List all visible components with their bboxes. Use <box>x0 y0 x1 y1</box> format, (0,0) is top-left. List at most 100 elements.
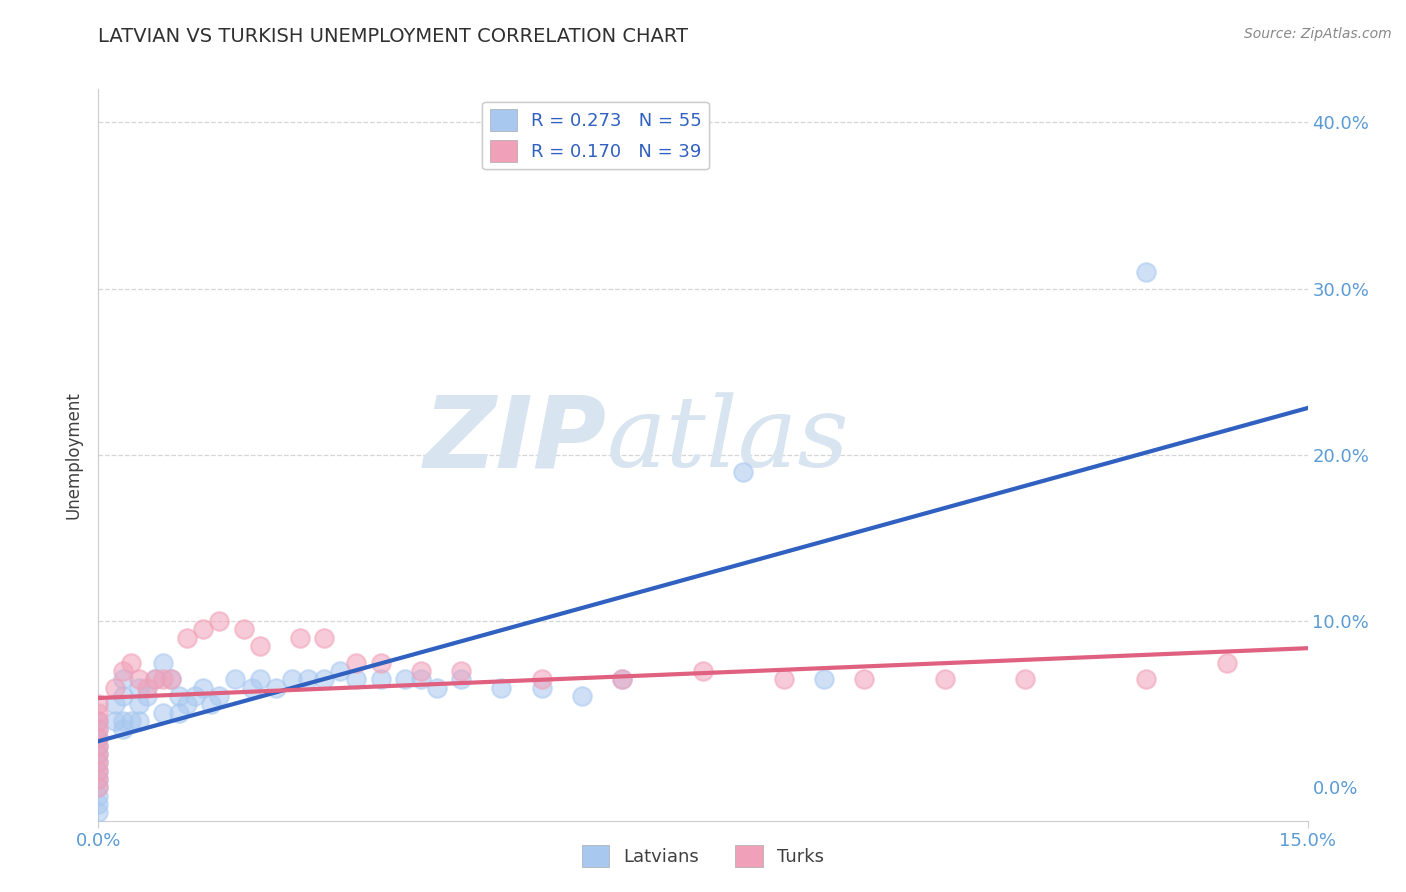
Point <box>772 673 794 687</box>
Point <box>120 714 142 728</box>
Point <box>87 739 110 753</box>
Point <box>87 780 110 795</box>
Point <box>111 723 134 737</box>
Point <box>152 673 174 687</box>
Point <box>143 673 166 687</box>
Point <box>224 673 246 687</box>
Point <box>344 673 367 687</box>
Point <box>232 623 254 637</box>
Point <box>87 714 110 728</box>
Point <box>1135 673 1157 687</box>
Legend: R = 0.273   N = 55, R = 0.170   N = 39: R = 0.273 N = 55, R = 0.170 N = 39 <box>482 102 709 169</box>
Point <box>314 631 336 645</box>
Point <box>103 681 125 695</box>
Point <box>87 764 110 778</box>
Point <box>87 698 110 712</box>
Point <box>87 731 110 745</box>
Y-axis label: Unemployment: Unemployment <box>65 391 83 519</box>
Point <box>176 698 198 712</box>
Point <box>111 664 134 678</box>
Point <box>103 714 125 728</box>
Point <box>571 689 593 703</box>
Point <box>733 465 755 479</box>
Point <box>176 631 198 645</box>
Point <box>692 664 714 678</box>
Point <box>152 656 174 670</box>
Point <box>87 714 110 728</box>
Point <box>394 673 416 687</box>
Point <box>409 673 432 687</box>
Point <box>450 664 472 678</box>
Point <box>314 673 336 687</box>
Legend: Latvians, Turks: Latvians, Turks <box>575 838 831 874</box>
Point <box>193 623 215 637</box>
Point <box>87 723 110 737</box>
Point <box>184 689 207 703</box>
Point <box>111 714 134 728</box>
Point <box>87 772 110 786</box>
Point <box>1014 673 1036 687</box>
Point <box>87 756 110 770</box>
Point <box>111 673 134 687</box>
Point <box>297 673 319 687</box>
Point <box>329 664 352 678</box>
Point <box>853 673 876 687</box>
Point <box>87 805 110 820</box>
Point <box>160 673 183 687</box>
Point <box>288 631 311 645</box>
Point <box>87 723 110 737</box>
Point <box>87 739 110 753</box>
Point <box>240 681 263 695</box>
Point <box>344 656 367 670</box>
Text: LATVIAN VS TURKISH UNEMPLOYMENT CORRELATION CHART: LATVIAN VS TURKISH UNEMPLOYMENT CORRELAT… <box>98 27 689 45</box>
Text: Source: ZipAtlas.com: Source: ZipAtlas.com <box>1244 27 1392 41</box>
Point <box>87 747 110 761</box>
Point <box>281 673 304 687</box>
Point <box>409 664 432 678</box>
Point <box>450 673 472 687</box>
Point <box>934 673 956 687</box>
Point <box>1135 265 1157 279</box>
Point <box>87 764 110 778</box>
Point <box>370 673 392 687</box>
Point <box>612 673 634 687</box>
Point <box>426 681 449 695</box>
Point <box>152 706 174 720</box>
Point <box>111 689 134 703</box>
Point <box>87 772 110 786</box>
Point <box>128 681 150 695</box>
Text: atlas: atlas <box>606 392 849 488</box>
Point <box>87 780 110 795</box>
Point <box>87 747 110 761</box>
Point <box>370 656 392 670</box>
Point <box>135 681 157 695</box>
Point <box>208 614 231 628</box>
Point <box>87 797 110 811</box>
Point <box>128 673 150 687</box>
Point <box>103 698 125 712</box>
Point <box>87 756 110 770</box>
Point <box>208 689 231 703</box>
Point <box>143 673 166 687</box>
Point <box>200 698 222 712</box>
Point <box>160 673 183 687</box>
Point <box>120 656 142 670</box>
Point <box>530 681 553 695</box>
Point <box>1216 656 1239 670</box>
Point <box>128 698 150 712</box>
Point <box>530 673 553 687</box>
Point <box>612 673 634 687</box>
Point <box>87 706 110 720</box>
Point <box>813 673 835 687</box>
Point <box>87 789 110 803</box>
Point <box>249 639 271 653</box>
Text: ZIP: ZIP <box>423 392 606 489</box>
Point <box>264 681 287 695</box>
Point <box>193 681 215 695</box>
Point <box>135 689 157 703</box>
Point <box>167 689 190 703</box>
Point <box>491 681 513 695</box>
Point <box>128 714 150 728</box>
Point <box>167 706 190 720</box>
Point <box>249 673 271 687</box>
